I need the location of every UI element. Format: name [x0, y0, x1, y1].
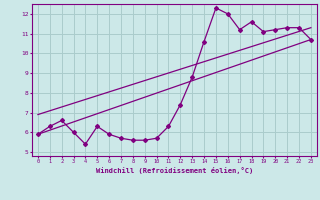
X-axis label: Windchill (Refroidissement éolien,°C): Windchill (Refroidissement éolien,°C): [96, 167, 253, 174]
